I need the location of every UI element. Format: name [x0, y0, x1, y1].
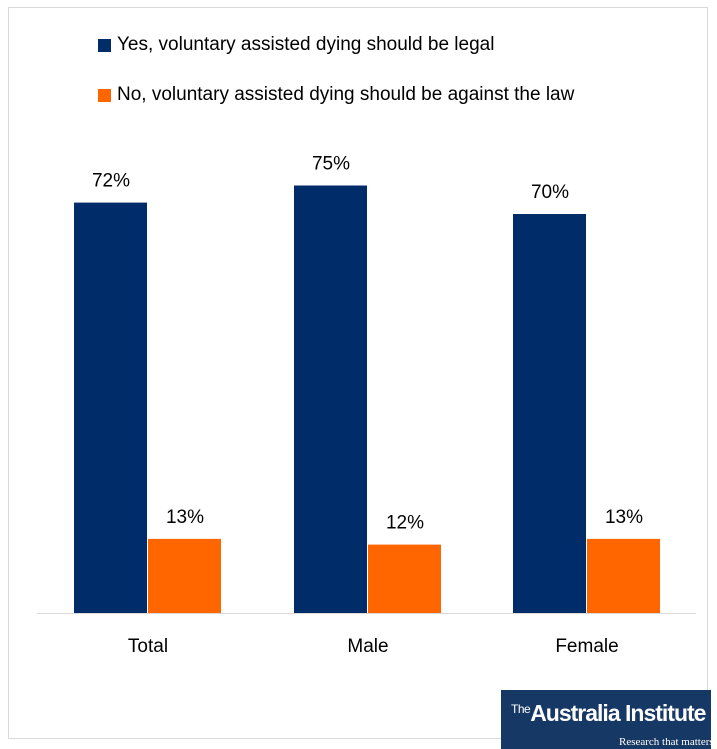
data-label-total-series-1: 13%: [166, 507, 204, 528]
bar-male-series-1: [368, 544, 441, 613]
category-label-female: Female: [555, 636, 618, 657]
data-label-total-series-0: 72%: [92, 171, 130, 192]
logo-prefix: The: [511, 702, 531, 716]
bar-total-series-0: [74, 202, 147, 613]
data-label-male-series-1: 12%: [386, 513, 424, 534]
logo-wordmark: TheAustralia Institute: [511, 700, 706, 727]
category-label-male: Male: [347, 636, 388, 657]
logo-name: Australia Institute: [530, 700, 706, 726]
logo-tagline: Research that matters: [619, 736, 711, 748]
legend: Yes, voluntary assisted dying should be …: [98, 30, 574, 130]
bar-female-series-0: [513, 214, 586, 613]
legend-item-yes: Yes, voluntary assisted dying should be …: [98, 30, 574, 60]
legend-label-no: No, voluntary assisted dying should be a…: [117, 84, 575, 105]
legend-swatch-yes: [98, 38, 111, 52]
legend-label-yes: Yes, voluntary assisted dying should be …: [117, 34, 495, 55]
legend-swatch-no: [98, 88, 111, 102]
data-label-male-series-0: 75%: [312, 154, 350, 175]
data-label-female-series-1: 13%: [605, 507, 643, 528]
category-label-total: Total: [128, 636, 168, 657]
data-label-female-series-0: 70%: [531, 182, 569, 203]
australia-institute-logo: TheAustralia Institute Research that mat…: [501, 690, 711, 749]
bar-total-series-1: [148, 538, 221, 613]
bar-male-series-0: [294, 185, 367, 613]
bar-female-series-1: [587, 538, 660, 613]
legend-item-no: No, voluntary assisted dying should be a…: [98, 80, 574, 110]
